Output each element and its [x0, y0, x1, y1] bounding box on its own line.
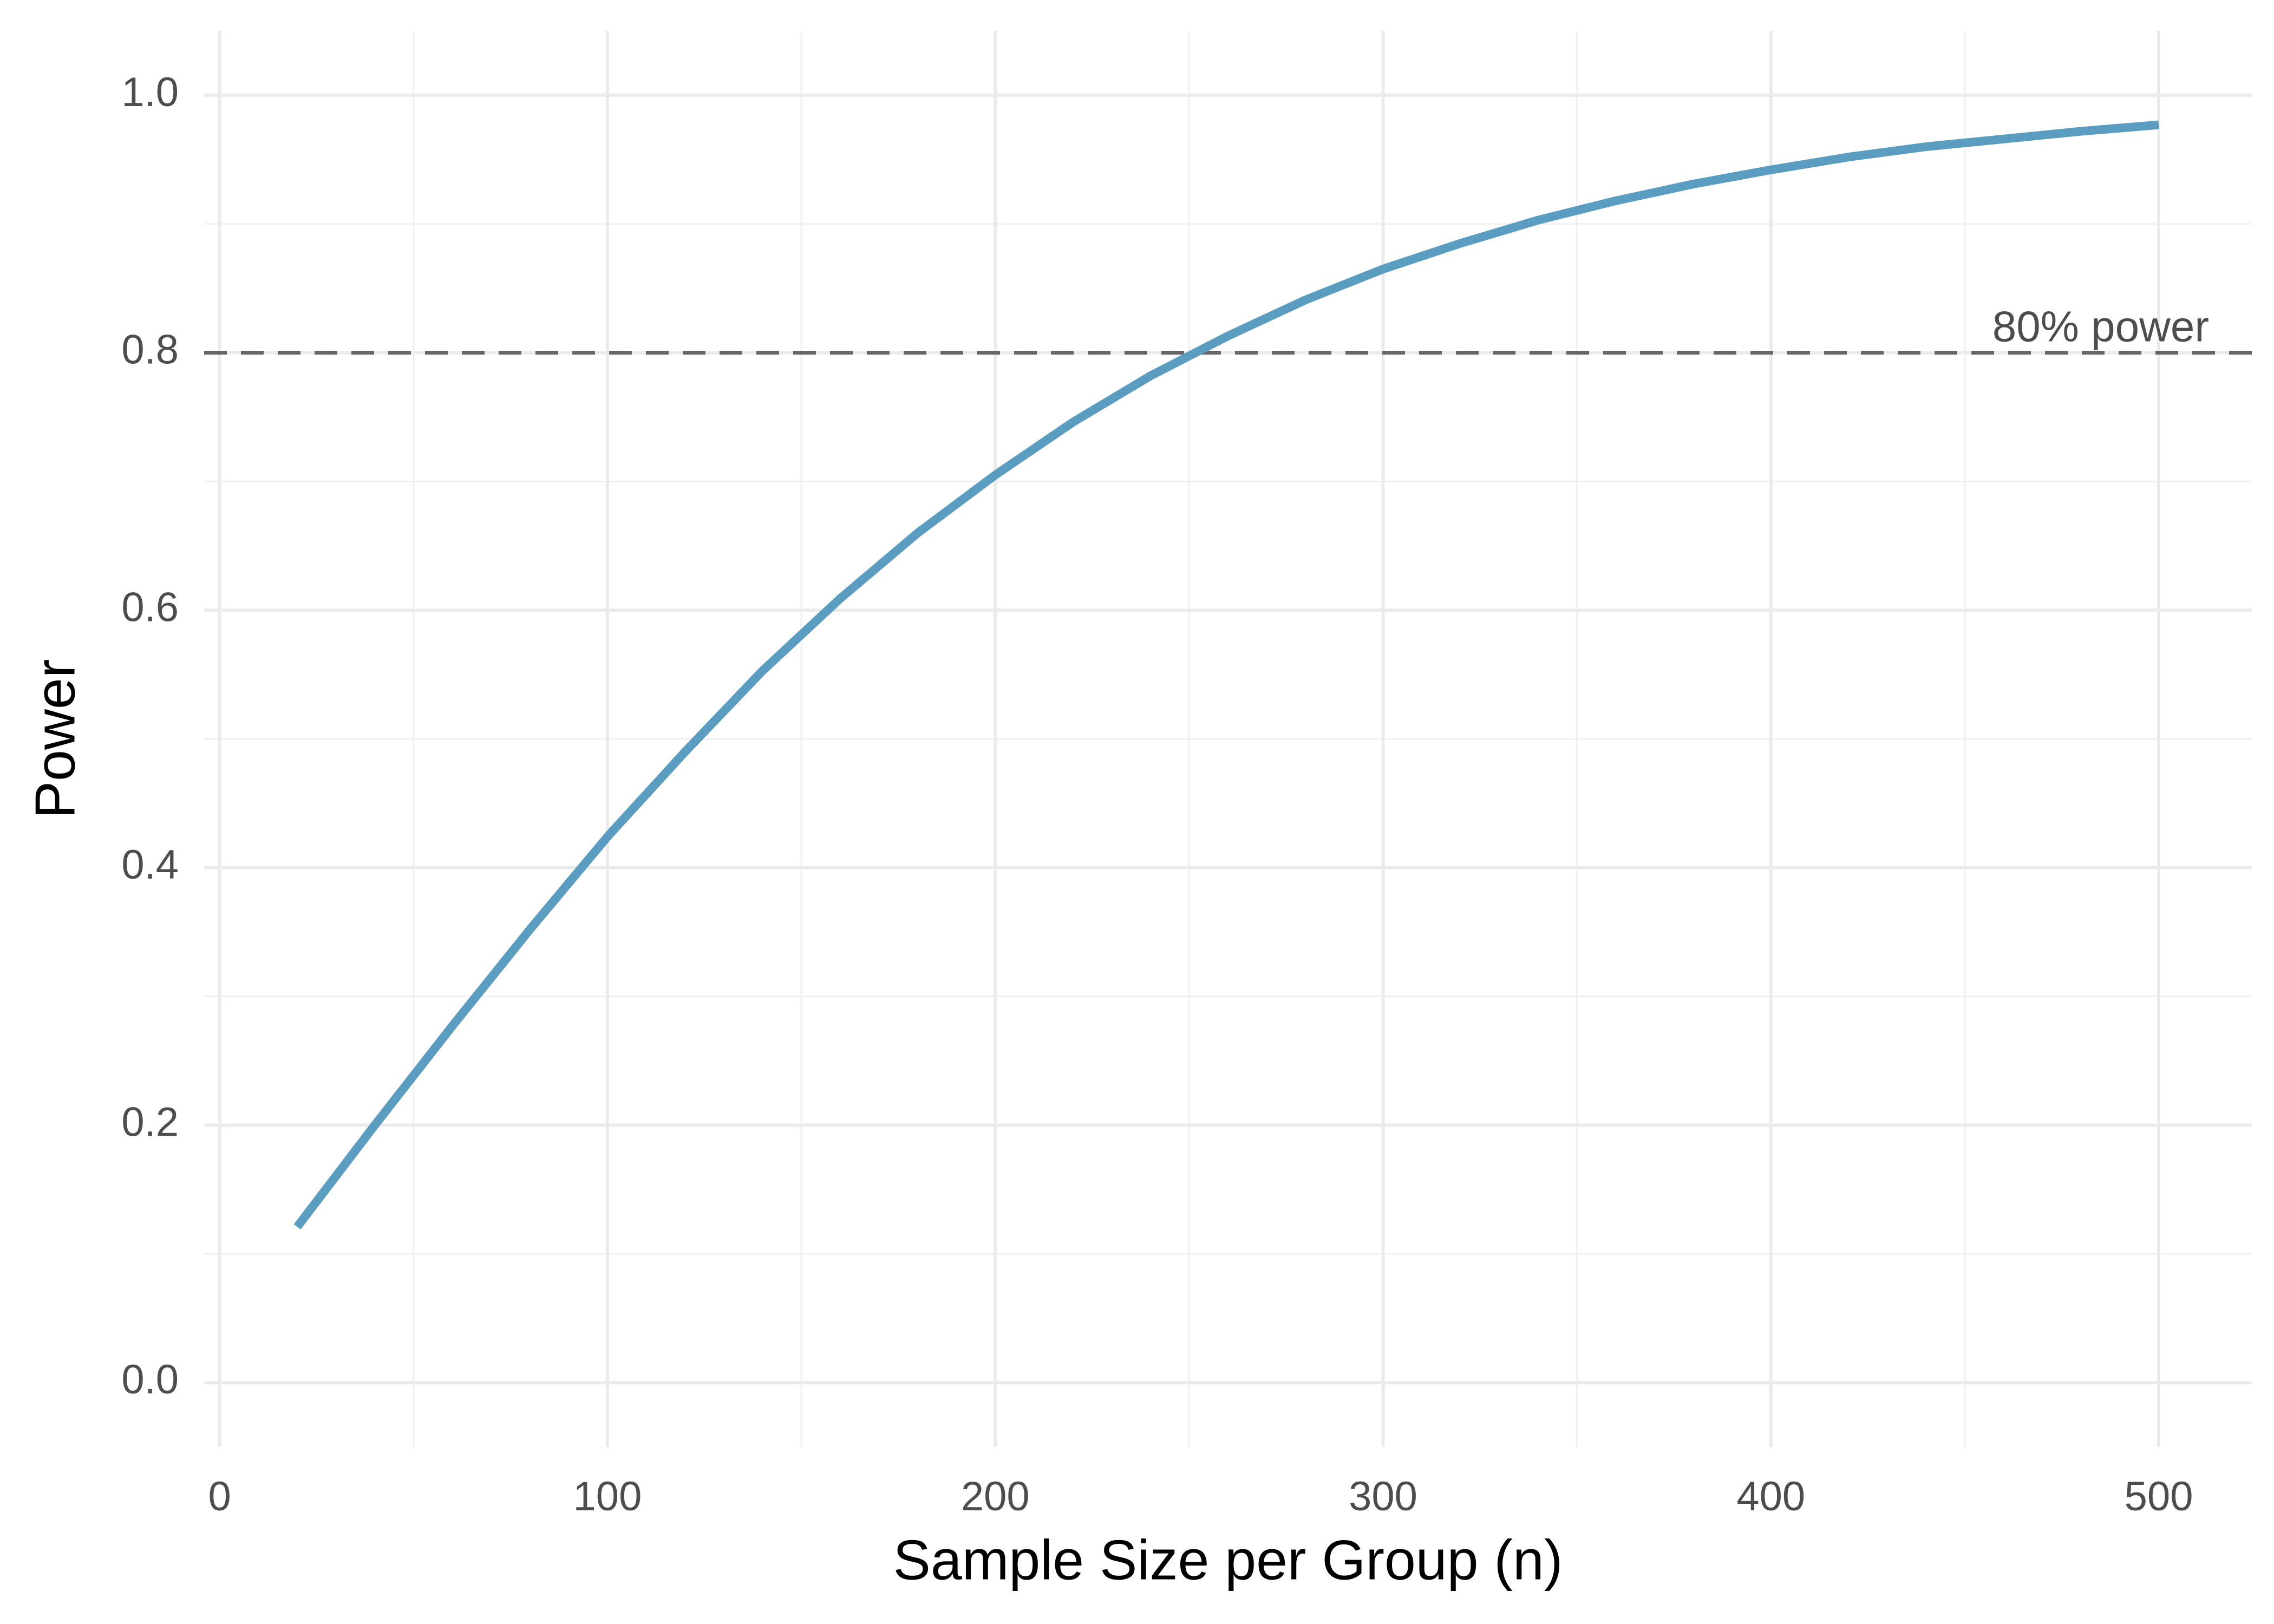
x-tick-label: 400 [1736, 1474, 1805, 1520]
power-curve [293, 120, 2159, 1230]
x-tick-label: 500 [2125, 1474, 2193, 1520]
x-tick-label: 300 [1349, 1474, 1417, 1520]
y-tick-label: 0.4 [121, 842, 179, 888]
y-tick-label: 0.8 [121, 327, 179, 373]
y-tick-label: 0.0 [121, 1357, 179, 1403]
y-tick-label: 0.6 [121, 584, 179, 630]
x-tick-label: 0 [208, 1474, 231, 1520]
y-axis-title: Power [24, 659, 87, 819]
y-tick-label: 1.0 [121, 69, 179, 115]
x-axis-title: Sample Size per Group (n) [893, 1529, 1563, 1592]
x-tick-label: 200 [961, 1474, 1030, 1520]
reference-line-label: 80% power [1992, 303, 2209, 351]
x-tick-label: 100 [573, 1474, 642, 1520]
y-tick-label: 0.2 [121, 1099, 179, 1145]
